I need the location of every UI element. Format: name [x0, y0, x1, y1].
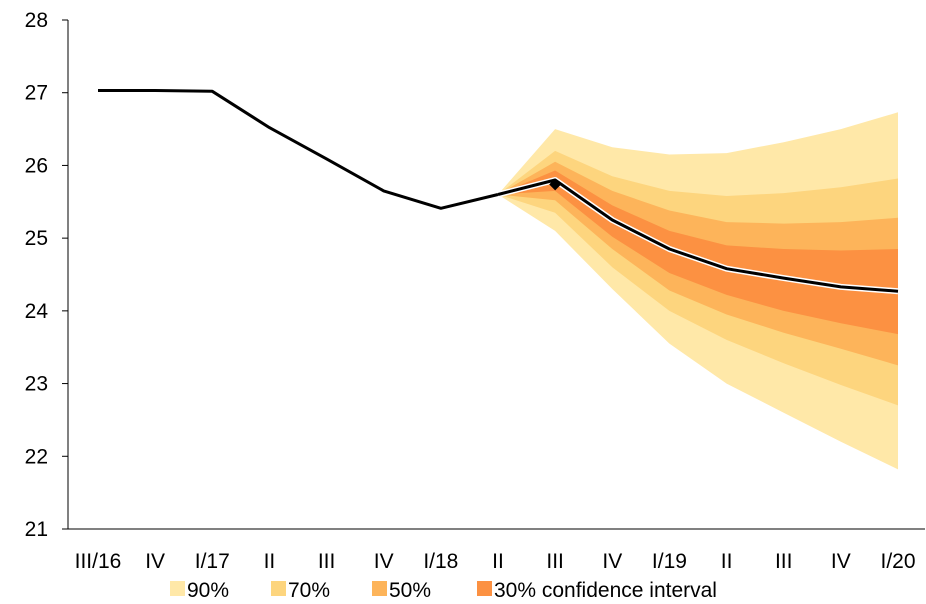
history-line: [98, 89, 499, 210]
x-axis-ticks: III/16 IV I/17 II III IV I/18 II III IV I/19 II III I…: [75, 550, 916, 573]
y-tick-label: 22: [25, 445, 48, 468]
legend-swatch: [170, 581, 185, 596]
x-tick-label: IV: [145, 550, 165, 573]
x-tick-label: IV: [602, 550, 622, 573]
x-tick-label: II: [721, 550, 733, 573]
x-tick-label: IV: [831, 550, 851, 573]
x-tick-label: II: [492, 550, 504, 573]
legend-swatch: [477, 581, 492, 596]
series-lines: [98, 89, 899, 295]
y-tick-label: 27: [25, 82, 48, 105]
y-tick-label: 26: [25, 154, 48, 177]
x-tick-label: I/19: [652, 550, 687, 573]
y-tick-label: 23: [25, 373, 48, 396]
forecast-line: [497, 178, 899, 293]
legend-label: 90%: [187, 579, 229, 602]
x-tick-label: III: [546, 550, 564, 573]
legend: 90% 70% 50% 30% confidence interval: [170, 579, 717, 602]
x-tick-label: IV: [374, 550, 394, 573]
x-tick-label: III: [318, 550, 336, 573]
legend-swatch: [372, 581, 387, 596]
y-tick-label: 24: [25, 300, 49, 323]
y-tick-label: 21: [25, 518, 48, 541]
legend-label: 70%: [288, 579, 330, 602]
x-tick-label: III/16: [75, 550, 122, 573]
axes: [67, 20, 925, 530]
x-tick-label: I/20: [880, 550, 915, 573]
y-axis-ticks: 21 22 23 24 25 26 27 28: [25, 9, 68, 541]
legend-label: 50%: [389, 579, 431, 602]
confidence-bands: [498, 112, 898, 470]
x-tick-label: I/17: [195, 550, 230, 573]
y-tick-label: 25: [25, 227, 48, 250]
y-tick-label: 28: [25, 9, 48, 32]
x-tick-label: II: [264, 550, 276, 573]
legend-label: 30% confidence interval: [494, 579, 717, 602]
x-tick-label: III: [775, 550, 793, 573]
x-tick-label: I/18: [423, 550, 458, 573]
data-marker: [549, 178, 562, 191]
legend-swatch: [271, 581, 286, 596]
